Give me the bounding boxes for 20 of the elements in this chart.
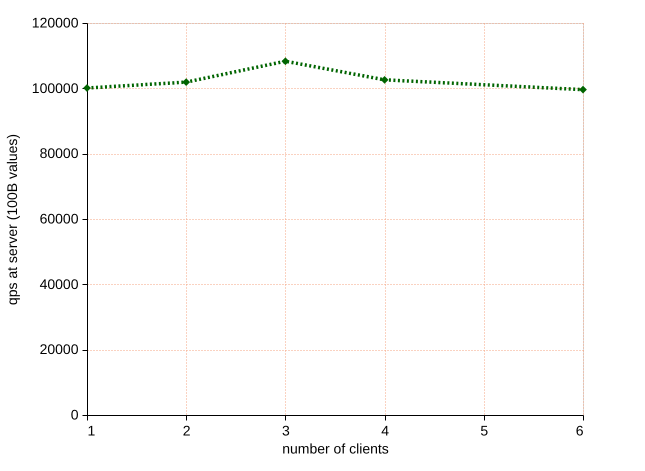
y-tick-label: 100000 xyxy=(32,80,79,96)
point xyxy=(83,84,91,92)
y-tick-label: 40000 xyxy=(40,276,79,292)
x-tick-label: 1 xyxy=(88,422,96,438)
y-tick-label: 80000 xyxy=(40,145,79,162)
point xyxy=(182,78,190,86)
point xyxy=(380,76,388,84)
y-axis-title: qps at server (100B values) xyxy=(4,134,20,306)
y-tick-label: 20000 xyxy=(40,341,79,358)
x-tick-label: 6 xyxy=(576,422,584,438)
x-tick-label: 5 xyxy=(480,422,488,438)
y-tick-label: 120000 xyxy=(32,14,79,30)
x-axis-title: number of clients xyxy=(282,440,389,456)
point xyxy=(579,86,587,94)
x-tick-label: 2 xyxy=(182,422,191,438)
x-tick-label: 3 xyxy=(282,422,290,438)
point xyxy=(282,57,290,66)
x-tick-label: 4 xyxy=(381,422,390,438)
y-tick-label: 60000 xyxy=(40,210,79,226)
y-tick-label: 0 xyxy=(70,406,79,422)
